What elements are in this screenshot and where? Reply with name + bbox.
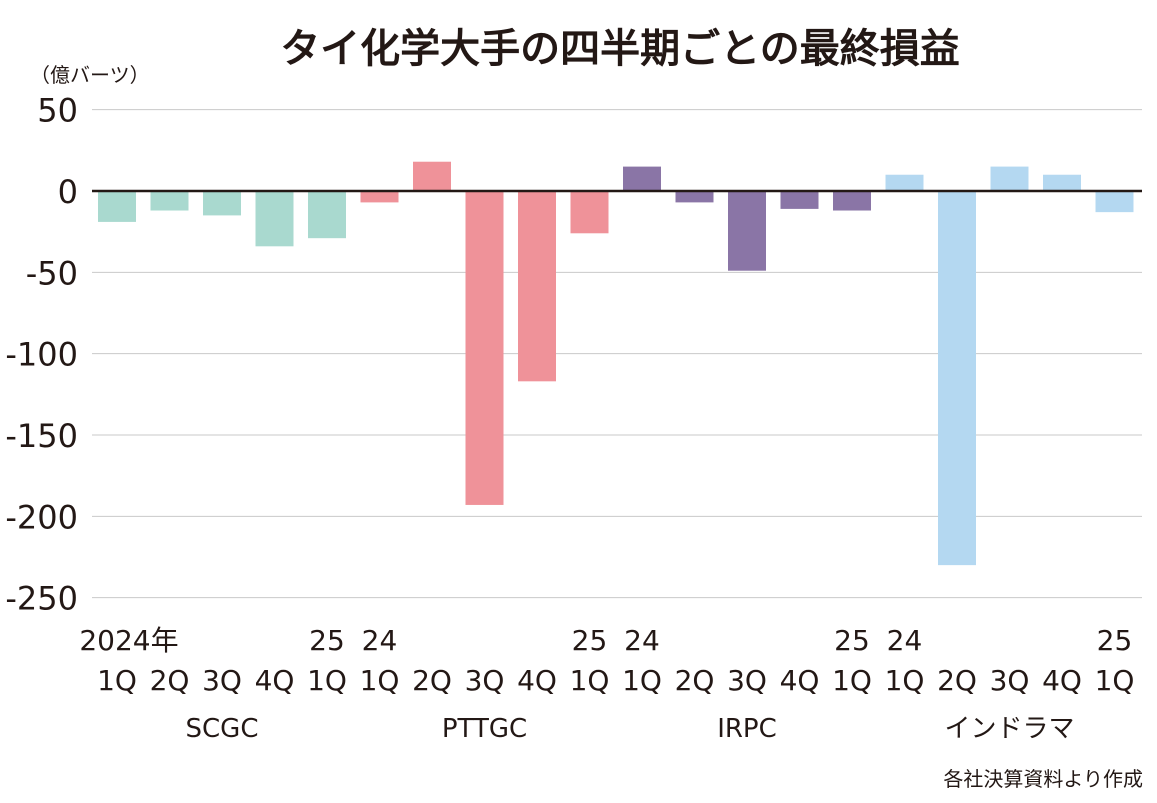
bar — [570, 191, 609, 234]
quarter-label: 1Q — [307, 664, 347, 697]
y-tick-label: -50 — [26, 254, 78, 292]
quarter-label: 3Q — [465, 664, 505, 697]
bar — [465, 191, 504, 505]
bar — [413, 161, 451, 191]
bar — [675, 191, 714, 203]
quarter-label: 1Q — [1095, 664, 1135, 697]
year-label: 25 — [309, 624, 345, 657]
quarter-label: 3Q — [990, 664, 1030, 697]
quarter-label: 4Q — [1042, 664, 1082, 697]
year-label: 24 — [624, 624, 660, 657]
bar — [1095, 191, 1134, 213]
bar — [780, 191, 819, 209]
y-tick-label: -100 — [5, 336, 78, 374]
bar — [623, 166, 661, 191]
bar — [255, 191, 294, 247]
y-axis-unit-label: （億バーツ） — [30, 63, 150, 87]
quarter-label: 2Q — [150, 664, 190, 697]
year-label: 24 — [887, 624, 923, 657]
bar — [518, 191, 556, 382]
year-label: 25 — [572, 624, 608, 657]
group-label: PTTGC — [442, 714, 527, 744]
year-label: 25 — [1097, 624, 1133, 657]
quarter-label: 2Q — [675, 664, 715, 697]
year-label: 25 — [834, 624, 870, 657]
y-tick-label: 50 — [37, 92, 78, 130]
bar — [98, 191, 136, 222]
y-tick-label: 0 — [58, 173, 78, 211]
bar — [360, 191, 399, 203]
quarter-label: 3Q — [202, 664, 242, 697]
quarter-label: 2Q — [412, 664, 452, 697]
year-label: 2024年 — [79, 624, 178, 657]
quarter-label: 3Q — [727, 664, 767, 697]
bar — [203, 191, 241, 216]
bar — [885, 174, 924, 191]
source-note: 各社決算資料より作成 — [943, 767, 1143, 791]
quarter-label: 1Q — [97, 664, 137, 697]
bar — [1043, 174, 1081, 191]
bar — [938, 191, 976, 566]
bar — [150, 191, 189, 211]
y-tick-label: -150 — [5, 417, 78, 455]
quarter-label: 4Q — [780, 664, 820, 697]
quarter-label: 1Q — [570, 664, 610, 697]
group-label: インドラマ — [944, 714, 1074, 744]
chart-title: タイ化学大手の四半期ごとの最終損益 — [280, 26, 960, 72]
bar — [308, 191, 346, 239]
quarter-label: 1Q — [832, 664, 872, 697]
bar — [728, 191, 766, 271]
year-label: 24 — [362, 624, 398, 657]
group-label: IRPC — [717, 714, 777, 744]
group-label: SCGC — [186, 714, 259, 744]
bar — [833, 191, 871, 211]
y-tick-label: -250 — [5, 580, 78, 618]
quarter-label: 4Q — [517, 664, 557, 697]
quarter-label: 1Q — [360, 664, 400, 697]
y-tick-label: -200 — [5, 498, 78, 536]
bar — [990, 166, 1029, 191]
quarter-label: 4Q — [255, 664, 295, 697]
quarter-label: 1Q — [885, 664, 925, 697]
quarter-label: 1Q — [622, 664, 662, 697]
quarter-label: 2Q — [937, 664, 977, 697]
